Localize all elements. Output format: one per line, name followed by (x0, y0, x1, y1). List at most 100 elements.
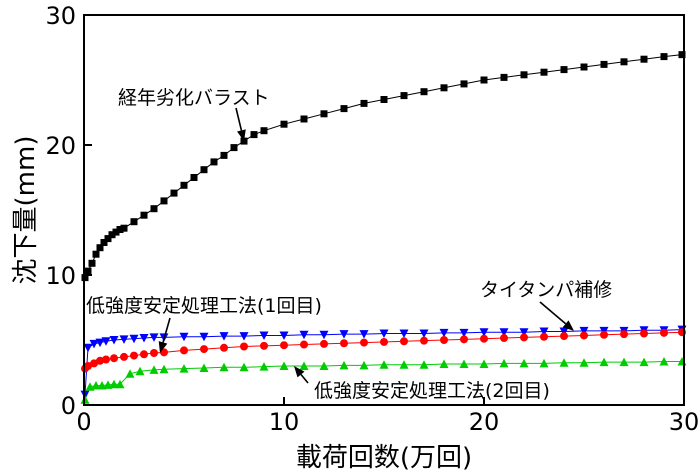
data-point-tie-tamper (259, 331, 269, 340)
data-point-aged-ballast (280, 120, 288, 128)
data-point-low-strength-2nd (259, 362, 269, 371)
data-point-aged-ballast (660, 53, 668, 61)
data-point-tie-tamper (499, 328, 509, 337)
data-point-low-strength-1st (84, 362, 92, 370)
annotation-label-low-strength-1st: 低強度安定処理工法(1回目) (86, 295, 322, 317)
data-point-low-strength-2nd (109, 379, 119, 389)
data-point-low-strength-1st (110, 354, 118, 363)
y-tick-label: 0 (61, 392, 76, 420)
data-point-tie-tamper (279, 331, 289, 340)
annotation-arrow-head (294, 366, 305, 378)
data-point-low-strength-2nd (149, 365, 159, 374)
data-point-low-strength-2nd (279, 361, 289, 370)
data-point-low-strength-1st (96, 356, 104, 365)
data-point-low-strength-1st (140, 350, 148, 359)
x-tick-label: 30 (669, 408, 700, 436)
data-point-aged-ballast (116, 226, 124, 233)
data-point-tie-tamper (199, 332, 209, 342)
annotation-arrows (158, 107, 574, 384)
x-tick-label: 10 (269, 408, 300, 436)
data-point-low-strength-1st (360, 338, 368, 347)
data-point-tie-tamper (219, 332, 229, 341)
data-point-low-strength-2nd (135, 366, 145, 376)
data-point-aged-ballast (480, 76, 488, 84)
data-point-low-strength-2nd (479, 359, 489, 369)
data-point-tie-tamper (519, 328, 529, 337)
data-point-low-strength-1st (520, 333, 528, 342)
data-point-low-strength-1st (640, 329, 648, 338)
data-point-low-strength-1st (420, 336, 428, 345)
data-point-low-strength-2nd (579, 358, 589, 367)
data-point-tie-tamper (129, 334, 139, 344)
data-point-low-strength-1st (320, 339, 328, 348)
data-point-tie-tamper (419, 329, 429, 338)
data-point-low-strength-1st (600, 330, 608, 339)
data-point-low-strength-1st (340, 339, 348, 348)
data-point-tie-tamper (439, 328, 449, 338)
data-point-low-strength-1st (260, 341, 268, 350)
data-point-low-strength-1st (560, 332, 568, 341)
data-point-tie-tamper (479, 328, 489, 337)
data-point-aged-ballast (640, 55, 648, 63)
data-point-low-strength-2nd (239, 362, 249, 372)
data-point-low-strength-2nd (599, 357, 609, 367)
data-point-low-strength-2nd (179, 364, 189, 373)
data-point-tie-tamper (399, 329, 409, 338)
data-point-aged-ballast (100, 239, 108, 246)
data-point-low-strength-1st (200, 345, 208, 354)
data-point-aged-ballast (220, 151, 228, 159)
data-point-aged-ballast (580, 63, 588, 71)
data-point-low-strength-1st (130, 351, 138, 360)
data-point-tie-tamper (179, 332, 189, 342)
data-point-low-strength-1st (660, 328, 668, 337)
data-point-low-strength-1st (400, 337, 408, 346)
plot-frame (83, 14, 685, 406)
annotation-arrow-line (162, 317, 171, 343)
data-point-low-strength-1st (150, 349, 158, 357)
data-point-aged-ballast (560, 66, 568, 74)
data-point-low-strength-2nd (219, 362, 229, 372)
data-point-tie-tamper (579, 326, 589, 336)
data-point-aged-ballast (230, 144, 238, 152)
data-point-aged-ballast (678, 51, 686, 59)
data-point-low-strength-1st (440, 336, 448, 344)
data-point-tie-tamper (339, 330, 349, 339)
data-point-aged-ballast (88, 259, 96, 267)
series-markers (80, 51, 687, 404)
data-point-low-strength-1st (380, 337, 388, 346)
data-point-aged-ballast (150, 205, 158, 213)
data-point-low-strength-1st (460, 335, 468, 344)
data-point-tie-tamper (95, 338, 105, 348)
data-point-aged-ballast (200, 166, 208, 174)
data-point-low-strength-1st (240, 342, 248, 351)
data-point-aged-ballast (320, 110, 328, 118)
data-point-aged-ballast (500, 73, 508, 81)
data-point-low-strength-2nd (659, 356, 669, 366)
data-point-aged-ballast (340, 105, 348, 113)
annotation-label-aged-ballast: 経年劣化バラスト (118, 87, 270, 109)
data-point-low-strength-2nd (159, 364, 169, 374)
data-point-low-strength-1st (300, 340, 308, 349)
data-point-aged-ballast (420, 88, 428, 96)
data-point-low-strength-1st (220, 343, 228, 352)
data-point-tie-tamper (149, 333, 159, 342)
data-point-aged-ballast (92, 250, 100, 258)
data-point-aged-ballast (600, 60, 608, 68)
annotation-arrow-head (237, 129, 246, 142)
data-point-low-strength-2nd (97, 381, 107, 390)
data-point-low-strength-2nd (639, 357, 649, 367)
data-point-aged-ballast (400, 92, 408, 100)
data-point-aged-ballast (620, 58, 628, 66)
data-point-tie-tamper (559, 327, 569, 337)
annotation-arrow-head (158, 341, 168, 353)
data-point-tie-tamper (319, 330, 329, 340)
data-point-aged-ballast (520, 71, 528, 79)
data-point-low-strength-1st (480, 334, 488, 343)
data-point-low-strength-2nd (115, 379, 125, 389)
data-point-low-strength-2nd (459, 359, 469, 369)
data-point-low-strength-2nd (359, 360, 369, 370)
annotation-arrow-head (562, 320, 574, 331)
data-point-low-strength-2nd (439, 359, 449, 369)
data-point-aged-ballast (300, 115, 308, 123)
data-point-aged-ballast (120, 224, 128, 232)
